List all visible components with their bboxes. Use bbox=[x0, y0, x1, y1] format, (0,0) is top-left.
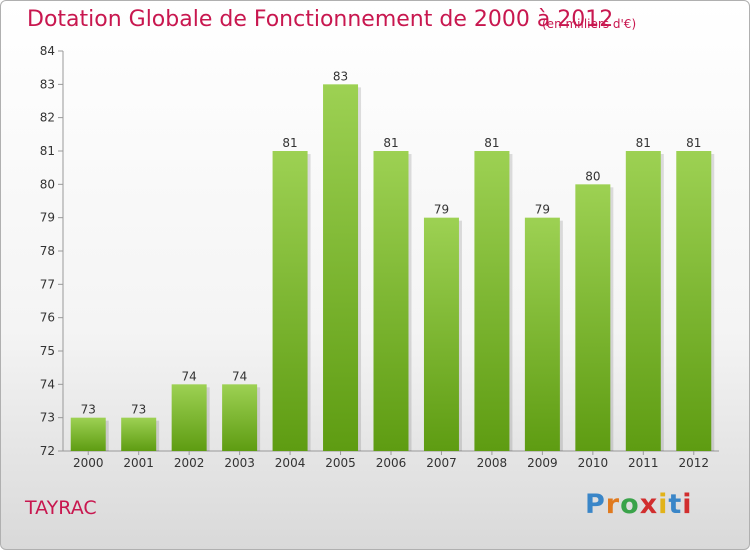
y-tick-label: 79 bbox=[40, 211, 55, 225]
axes: 72 73 74 75 76 77 78 79 80 81 82 83 84 bbox=[40, 44, 719, 458]
y-tick-label: 76 bbox=[40, 311, 55, 325]
y-tick-label: 83 bbox=[40, 77, 55, 91]
bar-value-label: 79 bbox=[434, 203, 449, 217]
bar bbox=[121, 417, 157, 451]
x-tick-label: 2006 bbox=[376, 456, 407, 470]
bar bbox=[373, 151, 409, 451]
logo-letter: o bbox=[620, 489, 640, 520]
y-tick-label: 72 bbox=[40, 444, 55, 458]
bar bbox=[323, 84, 359, 451]
logo-letter: i bbox=[658, 489, 669, 520]
y-tick-label: 80 bbox=[40, 177, 55, 191]
bar bbox=[272, 151, 308, 451]
x-tick-label: 2005 bbox=[325, 456, 356, 470]
logo-letter: r bbox=[605, 489, 621, 520]
bar bbox=[575, 184, 611, 452]
x-tick-label: 2012 bbox=[678, 456, 709, 470]
bar-value-label: 81 bbox=[636, 136, 651, 150]
bar-value-label: 73 bbox=[131, 403, 146, 417]
bar-value-label: 79 bbox=[535, 203, 550, 217]
bar bbox=[625, 151, 661, 451]
x-tick-label: 2000 bbox=[73, 456, 104, 470]
logo-letter: P bbox=[585, 489, 606, 520]
x-tick-label: 2007 bbox=[426, 456, 457, 470]
y-tick-label: 74 bbox=[40, 377, 55, 391]
bar-value-label: 81 bbox=[484, 136, 499, 150]
y-tick-label: 77 bbox=[40, 277, 55, 291]
chart-unit-note: (en milliers d'€) bbox=[542, 17, 637, 31]
y-tick-label: 75 bbox=[40, 344, 55, 358]
y-tick-label: 78 bbox=[40, 244, 55, 258]
bar bbox=[171, 384, 207, 451]
x-tick-label: 2011 bbox=[628, 456, 659, 470]
x-tick-label: 2002 bbox=[174, 456, 205, 470]
bars bbox=[70, 84, 715, 452]
commune-name: TAYRAC bbox=[25, 497, 97, 519]
bar-value-label: 81 bbox=[383, 136, 398, 150]
bar-value-label: 74 bbox=[182, 369, 197, 383]
logo-letter: t bbox=[668, 489, 683, 520]
bar-value-label: 73 bbox=[81, 403, 96, 417]
bar-value-label: 83 bbox=[333, 69, 348, 83]
bar-value-label: 81 bbox=[282, 136, 297, 150]
y-tick-label: 73 bbox=[40, 411, 55, 425]
x-tick-label: 2003 bbox=[224, 456, 255, 470]
x-tick-label: 2009 bbox=[527, 456, 558, 470]
y-tick-label: 84 bbox=[40, 44, 55, 58]
x-tick-label: 2004 bbox=[275, 456, 306, 470]
x-tick-label: 2008 bbox=[477, 456, 508, 470]
bar bbox=[676, 151, 712, 451]
proxiti-logo[interactable]: Proxiti bbox=[585, 489, 693, 520]
bar-value-label: 81 bbox=[686, 136, 701, 150]
x-tick-label: 2001 bbox=[123, 456, 154, 470]
logo-letter: x bbox=[639, 489, 659, 520]
bar bbox=[524, 217, 560, 451]
y-tick-label: 81 bbox=[40, 144, 55, 158]
bar-value-label: 80 bbox=[585, 169, 600, 183]
bar bbox=[474, 151, 510, 451]
labels: 73 2000 73 2001 74 2002 74 2003 81 2004 83 2005 81 20… bbox=[73, 69, 709, 470]
chart-title: Dotation Globale de Fonctionnement de 20… bbox=[27, 7, 614, 32]
bar bbox=[70, 417, 106, 451]
y-tick-label: 82 bbox=[40, 111, 55, 125]
logo-letter: i bbox=[682, 489, 693, 520]
bar bbox=[423, 217, 459, 451]
bar bbox=[222, 384, 258, 451]
x-tick-label: 2010 bbox=[578, 456, 609, 470]
bar-value-label: 74 bbox=[232, 369, 247, 383]
